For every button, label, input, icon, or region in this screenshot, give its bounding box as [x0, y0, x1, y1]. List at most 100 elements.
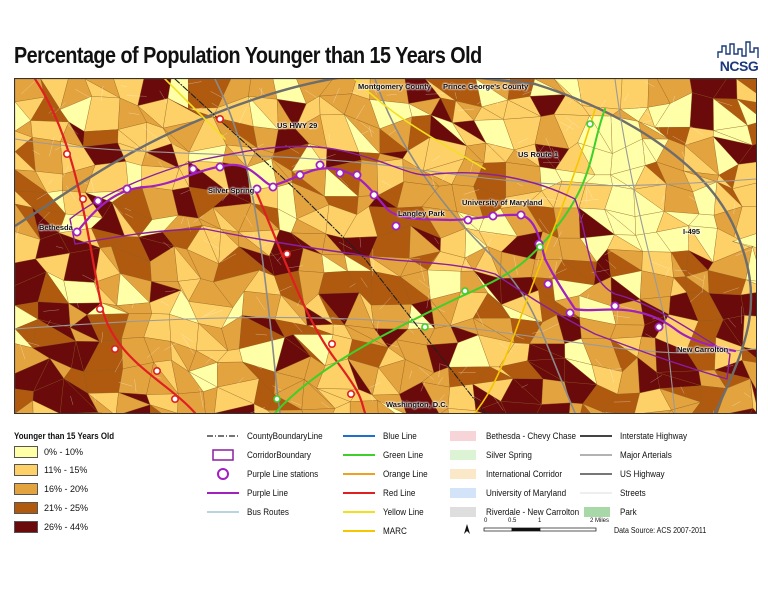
green-line-station [421, 323, 429, 331]
tract [214, 403, 255, 413]
purple-line-station [188, 164, 198, 174]
legend-col4-item: Streets [578, 486, 649, 500]
purple-line-station [516, 210, 526, 220]
tract [602, 411, 606, 413]
legend-label: Green Line [383, 450, 424, 460]
tract [689, 92, 714, 131]
purple-line-station [122, 184, 132, 194]
green-line [274, 108, 606, 413]
legend-label: Orange Line [383, 469, 428, 479]
legend-class-3: 16% - 20% [14, 483, 88, 495]
tract [732, 183, 756, 207]
legend-symbol [578, 468, 614, 480]
legend-symbol [205, 506, 241, 518]
red-line-station [79, 195, 88, 204]
label-i-495: I-495 [683, 227, 701, 236]
label-us-hwy-29: US HWY 29 [277, 121, 318, 130]
tract [149, 404, 162, 413]
legend-col4-item: Park [578, 505, 639, 519]
class-label: 26% - 44% [44, 522, 89, 532]
legend-label: CountyBoundaryLine [247, 431, 323, 441]
tract [372, 394, 407, 413]
red-line-station [96, 305, 105, 314]
tract [671, 401, 702, 413]
legend-col1-item: Purple Line stations [205, 467, 326, 481]
label-bethesda: Bethesda [39, 223, 73, 232]
corridor-boundary [69, 145, 731, 380]
tract [700, 385, 727, 413]
tract [60, 378, 99, 413]
legend-col3-item: Riverdale - New Carrolton [444, 505, 590, 519]
tract [83, 368, 123, 394]
legend-label: Interstate Highway [620, 431, 688, 441]
legend-col3-item: International Corridor [444, 467, 571, 481]
tract [253, 403, 271, 413]
green-line-station [273, 395, 281, 403]
class-swatch [14, 502, 38, 514]
purple-line-station [93, 196, 103, 206]
major-arterial [15, 138, 756, 187]
legend-label: Major Arterials [620, 450, 672, 460]
red-line-station [327, 339, 336, 348]
legend-label: Silver Spring [486, 450, 532, 460]
tract [177, 391, 206, 413]
tract [377, 400, 404, 413]
scale-tick-3: 2 Miles [590, 518, 610, 524]
legend-symbol [444, 468, 480, 480]
tract [569, 402, 583, 413]
tract [98, 412, 103, 413]
tract [447, 384, 477, 411]
tract [203, 386, 218, 413]
legend-class-2: 11% - 15% [14, 464, 87, 476]
legend-label: Blue Line [383, 431, 417, 441]
purple-line-station [391, 221, 401, 231]
legend-symbol [578, 487, 614, 499]
purple-line-station [488, 211, 498, 221]
legend-label: Purple Line [247, 488, 288, 498]
red-line-station [111, 344, 120, 353]
tract [447, 408, 477, 413]
label-langley-park: Langley Park [398, 209, 445, 218]
legend-label: US Highway [620, 469, 665, 479]
legend-label: Park [620, 507, 637, 517]
tract [399, 381, 439, 413]
map-title: Percentage of Population Younger than 15… [14, 42, 482, 68]
tract [332, 401, 351, 413]
interstate-highway [15, 79, 537, 228]
red-line-station [62, 150, 71, 159]
tract [301, 408, 336, 413]
tract [32, 400, 59, 413]
tract [580, 403, 591, 413]
tract [87, 393, 113, 413]
purple-line-station [610, 301, 620, 311]
legend-symbol [444, 506, 480, 518]
red-line [33, 79, 197, 413]
ncsg-logo: NCSG [716, 40, 762, 76]
legend-col1-item: Bus Routes [205, 505, 294, 519]
legend-symbol [444, 449, 480, 461]
legend-symbol [578, 449, 614, 461]
yellow-line [354, 79, 486, 170]
class-label: 11% - 15% [44, 465, 88, 475]
map-canvas[interactable] [15, 79, 756, 413]
scale-tick-1: 0.5 [508, 518, 517, 524]
legend-col4-item: Major Arterials [578, 448, 678, 462]
legend-col3-item: University of Maryland [444, 486, 575, 500]
major-arterial [15, 316, 756, 354]
purple-line-station [352, 170, 362, 180]
class-swatch [14, 521, 38, 533]
legend-symbol [341, 449, 377, 461]
legend-symbol [205, 449, 241, 461]
tract [750, 408, 756, 413]
choropleth-map[interactable]: Montgomery County Prince George's County… [14, 78, 757, 414]
class-label: 21% - 25% [44, 503, 89, 513]
north-arrow-icon [464, 524, 470, 534]
legend-col1-item: CountyBoundaryLine [205, 429, 331, 443]
legend-label: Bethesda - Chevy Chase [486, 431, 577, 441]
tract [602, 411, 617, 413]
legend-col3-item: Silver Spring [444, 448, 537, 462]
legend-symbol [341, 430, 377, 442]
legend-label: International Corridor [486, 469, 563, 479]
tract [610, 324, 645, 339]
class-label: 0% - 10% [44, 447, 84, 457]
